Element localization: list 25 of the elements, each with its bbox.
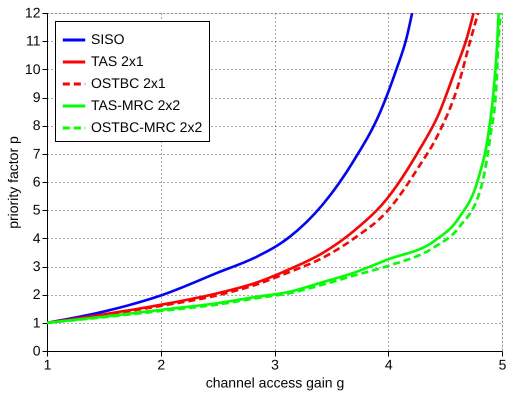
y-tick-label: 12 <box>24 4 41 20</box>
y-tick-label: 2 <box>32 286 41 302</box>
y-tick-label: 7 <box>32 145 41 162</box>
legend-label: TAS-MRC 2x2 <box>91 97 180 113</box>
y-tick-label: 8 <box>32 117 41 134</box>
x-tick-label: 1 <box>44 356 52 372</box>
y-axis-title: priority factor p <box>4 136 21 229</box>
y-tick-label: 10 <box>24 60 41 77</box>
legend-label: TAS 2x1 <box>91 53 144 69</box>
y-tick-label: 6 <box>32 174 41 190</box>
y-tick-label: 9 <box>32 89 41 105</box>
legend-label: SISO <box>91 31 125 47</box>
y-tick-label: 0 <box>32 342 41 358</box>
x-axis-title: channel access gain g <box>206 374 344 390</box>
y-tick-label: 4 <box>32 230 41 246</box>
y-tick-label: 3 <box>32 258 41 274</box>
y-tick-label: 1 <box>32 314 41 330</box>
y-tick-label: 11 <box>26 32 41 49</box>
legend-label: OSTBC 2x1 <box>91 75 166 91</box>
legend-label: OSTBC-MRC 2x2 <box>91 119 202 135</box>
y-tick-label: 5 <box>32 202 41 218</box>
x-tick-label: 5 <box>498 356 507 372</box>
x-tick-label: 2 <box>157 356 166 372</box>
x-tick-label: 3 <box>271 356 280 372</box>
x-tick-label: 4 <box>384 356 393 372</box>
